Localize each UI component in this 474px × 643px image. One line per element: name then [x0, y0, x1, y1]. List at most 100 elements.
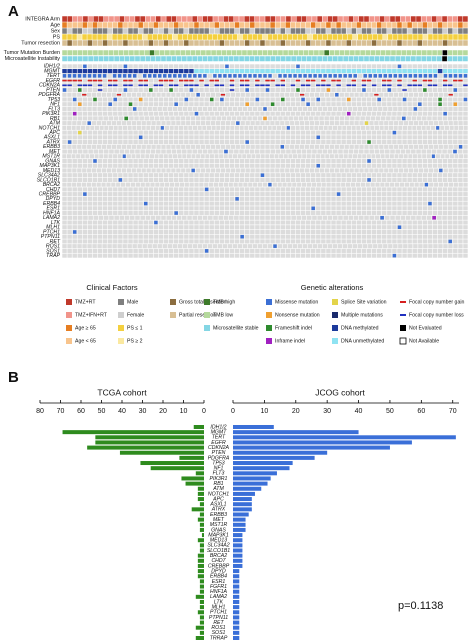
cell	[427, 225, 433, 230]
cell	[286, 215, 291, 220]
cell	[173, 187, 179, 192]
cell	[453, 220, 458, 225]
cell	[250, 173, 255, 178]
cell	[417, 253, 423, 258]
cell	[431, 56, 437, 62]
cell	[421, 50, 427, 56]
alteration	[418, 74, 423, 78]
cell	[143, 28, 149, 34]
cell	[102, 196, 108, 201]
cell	[138, 225, 143, 230]
cell	[128, 64, 133, 69]
cell	[143, 229, 148, 235]
cell	[155, 56, 161, 62]
alteration	[290, 84, 296, 87]
cell	[370, 182, 375, 187]
cell	[300, 210, 306, 216]
cell	[418, 92, 424, 97]
cell	[227, 244, 233, 249]
cell	[302, 244, 308, 249]
cell	[128, 234, 133, 239]
cell	[463, 229, 468, 235]
cell	[220, 144, 226, 149]
cell	[371, 163, 377, 168]
alteration	[367, 178, 371, 182]
cell	[387, 234, 392, 239]
cell	[427, 116, 432, 121]
cell	[219, 135, 225, 140]
cell	[102, 253, 108, 258]
cell	[179, 140, 184, 145]
cell	[331, 182, 336, 187]
cell	[121, 144, 127, 149]
cell	[458, 130, 463, 135]
cell	[342, 34, 348, 40]
cell	[361, 248, 367, 253]
cell	[88, 56, 93, 62]
cell	[87, 206, 93, 211]
cell	[221, 50, 227, 56]
cell	[437, 158, 443, 164]
cell	[437, 248, 443, 253]
cell	[260, 135, 265, 140]
cell	[123, 234, 128, 239]
cell	[177, 34, 183, 40]
cell	[82, 253, 88, 258]
cell	[240, 168, 245, 173]
cell	[316, 182, 321, 187]
cell	[165, 182, 170, 187]
cell	[168, 192, 174, 197]
cell	[97, 187, 103, 192]
cell	[178, 22, 184, 28]
cell	[102, 173, 108, 178]
cell	[92, 64, 98, 69]
cell	[358, 73, 363, 78]
bar	[233, 636, 240, 640]
cell	[366, 196, 372, 201]
cell	[321, 97, 326, 102]
cell	[255, 248, 260, 253]
cell	[382, 239, 387, 244]
cell	[255, 140, 260, 145]
alteration	[275, 84, 280, 87]
cell	[408, 106, 413, 112]
cell	[173, 225, 179, 230]
cell	[364, 168, 369, 173]
cell	[260, 163, 265, 168]
cell	[175, 116, 180, 121]
cell	[239, 229, 245, 235]
cell	[270, 187, 275, 192]
cell	[214, 130, 220, 135]
cell	[366, 187, 372, 192]
cell	[433, 121, 438, 126]
cell	[448, 210, 453, 216]
cell	[375, 50, 381, 56]
cell	[336, 140, 341, 145]
cell	[397, 40, 402, 46]
cell	[346, 239, 351, 244]
cell	[290, 220, 296, 225]
cell	[331, 102, 336, 107]
cell	[392, 187, 397, 192]
cell	[87, 102, 93, 107]
bar	[199, 543, 204, 548]
cell	[149, 50, 155, 56]
cell	[406, 50, 412, 56]
cell	[153, 253, 159, 258]
cell	[287, 34, 293, 40]
cell	[300, 111, 306, 116]
cell	[362, 34, 368, 40]
cell	[379, 168, 384, 173]
cell	[262, 34, 268, 40]
cell	[346, 163, 351, 168]
bar	[233, 517, 246, 522]
cell	[412, 40, 417, 46]
cell	[285, 78, 291, 83]
cell	[412, 130, 417, 135]
cell	[310, 187, 316, 192]
legend-label: PS ≤ 1	[127, 325, 143, 331]
alteration	[338, 74, 342, 78]
category-label: ASXL1	[209, 502, 226, 508]
cell	[356, 206, 362, 211]
cell	[245, 192, 250, 197]
